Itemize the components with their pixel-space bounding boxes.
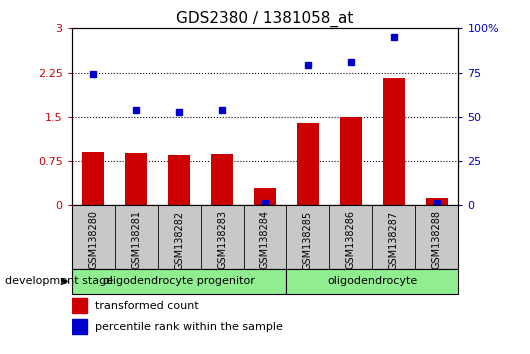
Bar (125, 153, 147, 205)
Text: GSM138285: GSM138285 (303, 210, 313, 269)
FancyBboxPatch shape (72, 269, 287, 294)
Text: GSM138283: GSM138283 (217, 210, 227, 269)
Text: oligodendrocyte progenitor: oligodendrocyte progenitor (103, 276, 255, 286)
Text: oligodendrocyte: oligodendrocyte (328, 276, 418, 286)
Text: development stage: development stage (5, 276, 113, 286)
Text: GDS2380 / 1381058_at: GDS2380 / 1381058_at (176, 11, 354, 27)
Bar (426, 198, 448, 205)
Text: GSM138286: GSM138286 (346, 210, 356, 269)
Text: GSM138288: GSM138288 (432, 210, 442, 269)
Bar (340, 117, 361, 205)
Bar (383, 79, 405, 205)
Bar (82, 152, 104, 205)
Bar (211, 154, 233, 205)
Text: GSM138280: GSM138280 (88, 210, 98, 269)
Bar (72, 319, 87, 334)
FancyBboxPatch shape (287, 269, 458, 294)
Text: GSM138282: GSM138282 (174, 210, 184, 269)
Bar (72, 298, 87, 313)
Text: GSM138281: GSM138281 (131, 210, 141, 269)
Text: transformed count: transformed count (95, 301, 199, 311)
Text: GSM138287: GSM138287 (389, 210, 399, 269)
Text: percentile rank within the sample: percentile rank within the sample (95, 322, 282, 332)
Bar (254, 188, 276, 205)
Text: GSM138284: GSM138284 (260, 210, 270, 269)
Bar (169, 155, 190, 205)
Bar (297, 123, 319, 205)
